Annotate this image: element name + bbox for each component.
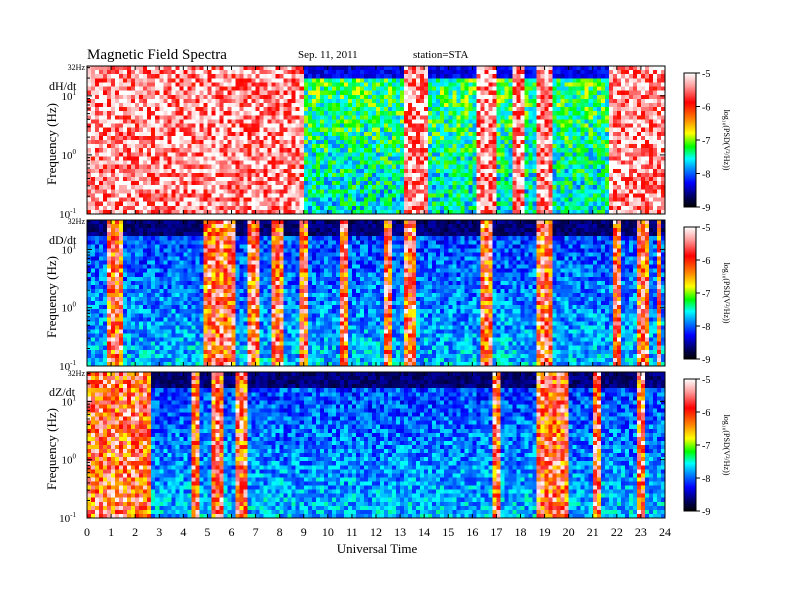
colorbar-tick-label: -9 <box>702 355 710 366</box>
panel-label: dH/dt <box>49 79 77 93</box>
colorbar-label: log₁₀(PSD(V²/Hz)) <box>722 415 731 476</box>
y-tick-exponent: 1 <box>73 89 77 97</box>
x-tick-label: 23 <box>635 525 647 539</box>
x-tick-label: 7 <box>253 525 259 539</box>
colorbar-tick-label: -6 <box>702 256 710 267</box>
panel-label: dD/dt <box>49 233 77 247</box>
y-tick-label: 101 <box>62 242 77 256</box>
x-tick-label: 11 <box>346 525 358 539</box>
y-tick-label: 100 <box>62 301 77 315</box>
colorbar-label: log₁₀(PSD(V²/Hz)) <box>722 110 731 171</box>
x-tick-label: 22 <box>611 525 623 539</box>
y-axis-label: Frequency (Hz) <box>44 408 59 490</box>
x-axis-label: Universal Time <box>337 541 418 556</box>
y-tick-label: 32Hz <box>68 217 86 226</box>
x-tick-label: 6 <box>229 525 235 539</box>
colorbar: -5 -6 -7 -8 -9 log₁₀(PSD(V²/Hz)) <box>683 375 731 518</box>
x-tick-label: 8 <box>277 525 283 539</box>
y-tick-label: 32Hz <box>68 63 86 72</box>
x-tick-label: 24 <box>659 525 671 539</box>
x-tick-label: 0 <box>84 525 90 539</box>
x-tick-label: 16 <box>466 525 478 539</box>
colorbar-gradient <box>684 379 696 511</box>
colorbar-tick-label: -8 <box>702 474 710 485</box>
colorbar-gradient <box>684 227 696 359</box>
colorbar-tick-label: -6 <box>702 103 710 114</box>
colorbar-tick-label: -9 <box>702 203 710 214</box>
colorbar-tick-label: -7 <box>702 441 710 452</box>
colorbar-tick-label: -5 <box>702 375 710 386</box>
x-tick-label: 12 <box>370 525 382 539</box>
y-tick-exponent: 0 <box>73 301 77 309</box>
y-tick-label: 100 <box>62 453 77 467</box>
x-tick-label: 2 <box>132 525 138 539</box>
station-label: station=STA <box>413 49 468 61</box>
colorbar-tick-label: -9 <box>702 507 710 518</box>
colorbar-gradient <box>684 73 696 207</box>
colorbar-tick-label: -7 <box>702 289 710 300</box>
y-axis-label: Frequency (Hz) <box>44 103 59 185</box>
y-tick-exponent: -1 <box>70 359 76 367</box>
colorbar-tick-label: -8 <box>702 170 710 181</box>
colorbar-tick-label: -5 <box>702 223 710 234</box>
colorbar-tick-label: -8 <box>702 322 710 333</box>
x-tick-label: 9 <box>301 525 307 539</box>
x-tick-label: 10 <box>322 525 334 539</box>
y-tick-label: 101 <box>62 89 77 103</box>
y-tick-label: 10-1 <box>59 511 76 525</box>
x-tick-label: 15 <box>442 525 454 539</box>
y-tick-exponent: -1 <box>70 511 76 519</box>
colorbar-tick-label: -6 <box>702 408 710 419</box>
y-tick-exponent: 0 <box>73 148 77 156</box>
x-tick-label: 17 <box>490 525 502 539</box>
heatmap-cells <box>87 372 666 519</box>
colorbar: -5 -6 -7 -8 -9 log₁₀(PSD(V²/Hz)) <box>683 223 731 366</box>
colorbar-tick-label: -7 <box>702 136 710 147</box>
x-tick-label: 20 <box>563 525 575 539</box>
x-axis: 0 1 2 3 4 5 6 7 8 9 10 11 12 13 14 15 16 17 18 19 20 21 22 23 24 <box>84 525 671 539</box>
x-tick-label: 13 <box>394 525 406 539</box>
y-tick-exponent: -1 <box>70 207 76 215</box>
y-tick-exponent: 0 <box>73 453 77 461</box>
x-tick-label: 5 <box>204 525 210 539</box>
heatmap-cells <box>87 220 666 367</box>
y-tick-label: 32Hz <box>68 369 86 378</box>
date-label: Sep. 11, 2011 <box>298 49 358 61</box>
x-tick-label: 3 <box>156 525 162 539</box>
x-tick-label: 4 <box>180 525 186 539</box>
colorbar-tick-label: -5 <box>702 69 710 80</box>
heatmap-cells <box>87 66 666 215</box>
colorbar: -5 -6 -7 -8 -9 log₁₀(PSD(V²/Hz)) <box>683 69 731 214</box>
y-tick-label: 100 <box>62 148 77 162</box>
x-tick-label: 21 <box>587 525 599 539</box>
x-tick-label: 14 <box>418 525 430 539</box>
y-tick-exponent: 1 <box>73 394 77 402</box>
chart-title: Magnetic Field Spectra <box>87 47 227 63</box>
panel-label: dZ/dt <box>49 385 76 399</box>
x-tick-label: 19 <box>539 525 551 539</box>
colorbar-label: log₁₀(PSD(V²/Hz)) <box>722 263 731 324</box>
x-tick-label: 1 <box>108 525 114 539</box>
y-axis-label: Frequency (Hz) <box>44 256 59 338</box>
x-tick-label: 18 <box>515 525 527 539</box>
y-tick-label: 101 <box>62 394 77 408</box>
y-tick-exponent: 1 <box>73 242 77 250</box>
